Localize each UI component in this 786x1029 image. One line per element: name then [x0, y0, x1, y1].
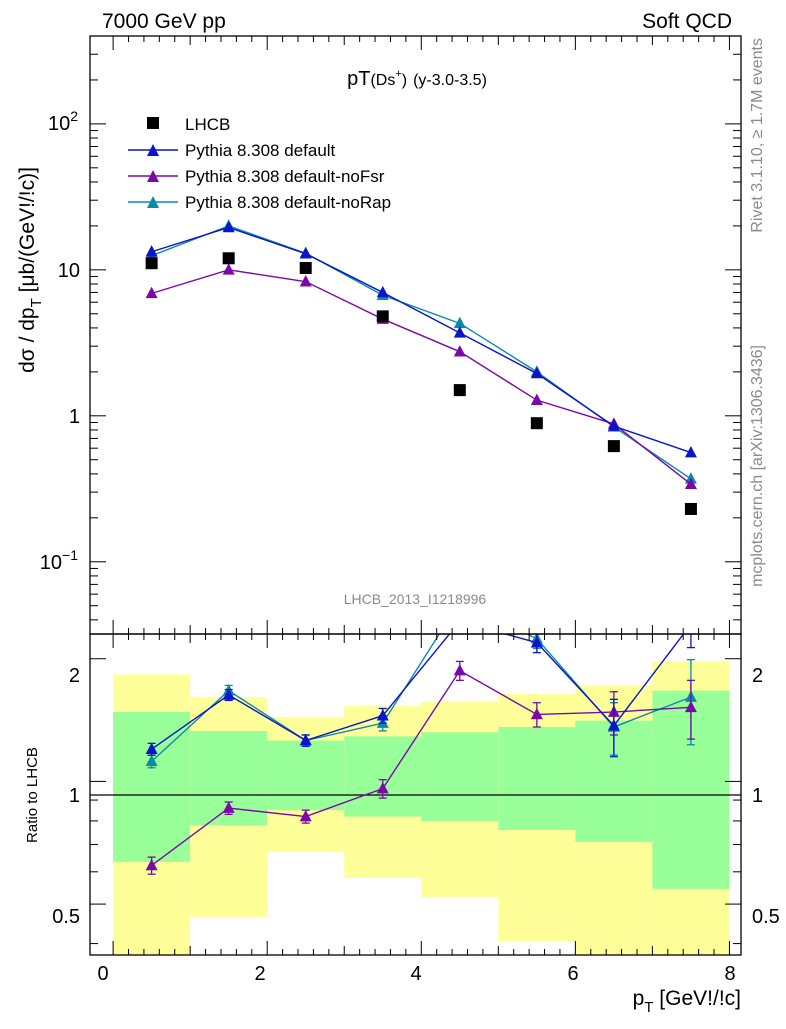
upper-point-default	[453, 326, 466, 338]
uncertainty-bands	[113, 661, 730, 955]
ratio-point-default	[299, 733, 312, 746]
upper-point-nofsr	[299, 275, 312, 287]
upper-panel: 10−1 1 10 102 dσ / dpT [μb/(GeV!/!c)] pT…	[16, 35, 742, 635]
upper-point-lhcb	[607, 440, 620, 453]
analysis-watermark: LHCB_2013_I1218996	[344, 591, 487, 607]
ratio-point-default	[685, 618, 697, 629]
lower-series-layer	[145, 615, 697, 875]
legend-marker-norap	[147, 196, 159, 208]
legend-label-lhcb: LHCB	[185, 115, 230, 134]
header-right: Soft QCD	[642, 10, 732, 33]
xtick-label-4: 4	[410, 963, 421, 985]
ratio-point-nofsr	[376, 782, 389, 794]
upper-point-default	[530, 366, 543, 379]
legend: LHCB Pythia 8.308 default Pythia 8.308 d…	[128, 115, 391, 212]
inner-band-bin	[113, 712, 191, 862]
upper-point-default	[145, 245, 158, 257]
upper-point-lhcb	[376, 310, 389, 323]
upper-line-nofsr	[151, 269, 692, 485]
legend-marker-lhcb	[147, 117, 159, 129]
ratio-point-default	[222, 688, 235, 700]
upper-ytick-label-100: 102	[48, 108, 78, 135]
ratio-point-default	[376, 709, 389, 721]
upper-point-lhcb	[530, 417, 543, 430]
legend-label-norap: Pythia 8.308 default-noRap	[185, 193, 391, 212]
upper-point-nofsr	[145, 286, 158, 299]
inner-band-bin	[498, 726, 576, 830]
ratio-point-nofsr	[684, 700, 697, 713]
ratio-point-nofsr	[453, 664, 466, 676]
upper-point-nofsr	[530, 393, 543, 405]
xtick-label-0: 0	[97, 963, 108, 985]
inner-band-bin	[267, 740, 345, 811]
ratio-point-default	[145, 742, 158, 754]
lower-ytick-label-1-right: 1	[752, 785, 763, 807]
lower-panel: 0.5 1 2 0.5 1 2 Ratio to LHCB 0 2 4 6 8 …	[24, 615, 780, 1016]
ratio-point-default	[454, 615, 466, 626]
upper-ytick-label-10: 10	[58, 260, 80, 282]
upper-point-nofsr	[453, 345, 466, 357]
upper-point-default	[299, 247, 312, 259]
upper-point-default	[607, 419, 620, 431]
mcplots-label: mcplots.cern.ch [arXiv:1306.3436]	[749, 345, 766, 587]
rivet-label: Rivet 3.1.10, ≥ 1.7M events	[749, 38, 766, 233]
upper-ytick-label-1: 1	[69, 406, 80, 428]
upper-series-layer	[145, 219, 697, 515]
upper-point-default	[684, 445, 697, 458]
inner-band-bin	[421, 732, 499, 821]
legend-marker-nofsr	[147, 170, 159, 182]
upper-point-lhcb	[453, 384, 466, 397]
lower-plot-frame	[89, 633, 742, 956]
upper-point-default	[222, 220, 235, 233]
xtick-label-2: 2	[254, 963, 265, 985]
lower-ylabel: Ratio to LHCB	[24, 747, 41, 843]
upper-ticks	[90, 35, 741, 634]
ratio-point-norap	[145, 754, 158, 767]
header-left: 7000 GeV pp	[102, 10, 226, 33]
lower-ytick-label-1-left: 1	[69, 785, 80, 807]
legend-marker-default	[147, 144, 159, 156]
lower-ytick-label-0.5-left: 0.5	[52, 906, 80, 928]
ratio-point-nofsr	[299, 809, 312, 822]
ratio-point-nofsr	[145, 858, 158, 871]
upper-ytick-label-0.1: 10−1	[40, 547, 78, 574]
upper-point-lhcb	[222, 252, 235, 265]
xtick-label-8: 8	[724, 963, 735, 985]
upper-point-lhcb	[299, 261, 312, 274]
upper-point-lhcb	[684, 502, 697, 515]
ratio-point-nofsr	[222, 801, 235, 813]
lower-ytick-label-2-right: 2	[752, 665, 763, 687]
upper-point-nofsr	[222, 263, 235, 275]
plot-title: pT(Ds+) (y-3.0-3.5)	[347, 68, 487, 90]
legend-label-nofsr: Pythia 8.308 default-noFsr	[185, 167, 385, 186]
upper-point-nofsr	[684, 477, 697, 489]
ratio-point-default	[530, 636, 543, 648]
upper-line-default	[151, 226, 692, 454]
upper-point-norap	[453, 316, 466, 329]
lower-ytick-label-2-left: 2	[69, 665, 80, 687]
ratio-point-default	[607, 719, 620, 731]
ratio-point-nofsr	[530, 707, 543, 720]
lower-ytick-label-0.5-right: 0.5	[752, 906, 780, 928]
upper-ylabel: dσ / dpT [μb/(GeV!/!c)]	[16, 167, 45, 373]
upper-point-lhcb	[145, 257, 158, 270]
lower-ticks	[90, 634, 741, 955]
xlabel: pT [GeV!/!c]	[633, 987, 741, 1016]
xtick-label-6: 6	[567, 963, 578, 985]
legend-label-default: Pythia 8.308 default	[185, 141, 336, 160]
ratio-line-default	[151, 634, 685, 750]
upper-point-default	[376, 285, 389, 298]
